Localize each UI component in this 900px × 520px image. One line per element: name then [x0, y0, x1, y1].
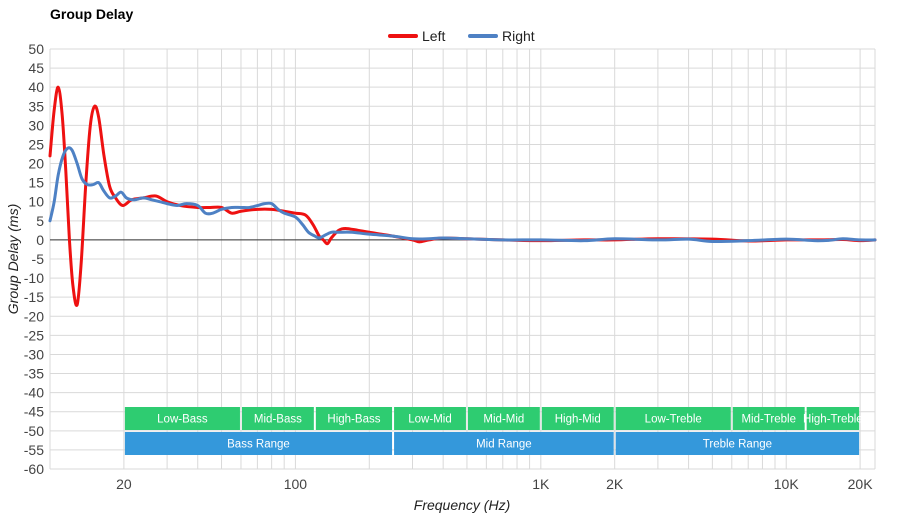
y-tick-label: -35 — [24, 366, 44, 382]
band-bass-range-label: Bass Range — [227, 439, 290, 451]
x-tick-label: 100 — [284, 476, 308, 492]
y-tick-label: -40 — [24, 385, 44, 401]
y-tick-label: -20 — [24, 308, 44, 324]
y-tick-label: 30 — [28, 117, 44, 133]
series-lines — [48, 85, 877, 308]
band-mid-treble-label: Mid-Treble — [741, 414, 796, 426]
band-high-treble — [806, 407, 860, 430]
series-line-right — [48, 146, 877, 243]
band-treble-range-label: Treble Range — [703, 439, 772, 451]
frequency-bands: Low-Bass Mid-Bass High-Bass Low-Mid Mid-Mid H… — [124, 407, 863, 455]
band-low-bass-label: Low-Bass — [157, 414, 208, 426]
y-tick-label: -60 — [24, 461, 44, 477]
legend: Left Right — [388, 28, 535, 44]
y-tick-label: -25 — [24, 327, 44, 343]
y-tick-label: 0 — [36, 232, 44, 248]
band-high-mid — [541, 407, 614, 430]
x-axis-ticks: 20 100 1K 2K 10K 20K — [116, 476, 873, 492]
band-mid-range-label: Mid Range — [476, 439, 532, 451]
band-mid-bass-label: Mid-Bass — [254, 414, 302, 426]
band-low-bass — [124, 407, 240, 430]
legend-label-left: Left — [422, 28, 445, 44]
x-tick-label: 20K — [848, 476, 874, 492]
y-tick-label: 5 — [36, 213, 44, 229]
y-tick-label: 35 — [28, 98, 44, 114]
y-tick-label: 15 — [28, 175, 44, 191]
band-high-mid-label: High-Mid — [555, 414, 601, 426]
y-tick-label: -30 — [24, 346, 44, 362]
band-bass-range — [124, 432, 393, 455]
band-mid-mid-label: Mid-Mid — [483, 414, 524, 426]
band-low-treble — [615, 407, 731, 430]
y-tick-label: -10 — [24, 270, 44, 286]
band-high-bass — [315, 407, 393, 430]
band-low-mid — [394, 407, 466, 430]
chart-title: Group Delay — [50, 6, 133, 22]
y-tick-label: 10 — [28, 194, 44, 210]
band-low-treble-label: Low-Treble — [645, 414, 702, 426]
x-tick-label: 1K — [532, 476, 550, 492]
y-tick-label: -15 — [24, 289, 44, 305]
band-high-bass-label: High-Bass — [327, 414, 380, 426]
x-axis-label: Frequency (Hz) — [414, 497, 510, 513]
series-line-left — [48, 85, 877, 308]
legend-label-right: Right — [502, 28, 535, 44]
band-mid-mid — [467, 407, 540, 430]
y-tick-label: -45 — [24, 404, 44, 420]
y-tick-label: -55 — [24, 442, 44, 458]
grid — [49, 48, 876, 470]
x-tick-label: 20 — [116, 476, 132, 492]
y-tick-label: 25 — [28, 136, 44, 152]
band-mid-bass — [241, 407, 314, 430]
x-tick-label: 10K — [774, 476, 800, 492]
y-tick-label: 20 — [28, 156, 44, 172]
band-treble-range — [615, 432, 860, 455]
y-axis-label: Group Delay (ms) — [5, 204, 21, 314]
band-high-treble-label: High-Treble — [803, 414, 863, 426]
y-tick-label: 45 — [28, 60, 44, 76]
band-low-mid-label: Low-Mid — [408, 414, 451, 426]
y-tick-label: -5 — [32, 251, 45, 267]
band-mid-treble — [732, 407, 805, 430]
y-tick-label: 50 — [28, 41, 44, 57]
band-mid-range — [394, 432, 614, 455]
y-tick-label: 40 — [28, 79, 44, 95]
y-tick-label: -50 — [24, 423, 44, 439]
y-axis-ticks: -60-55-50-45-40-35-30-25-20-15-10-505101… — [24, 41, 44, 477]
x-tick-label: 2K — [606, 476, 624, 492]
